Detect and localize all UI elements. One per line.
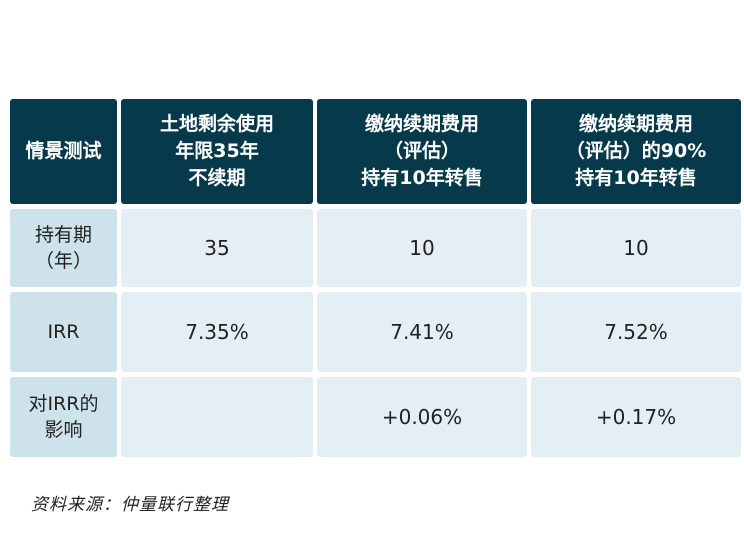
header-renewal-fee-90: 缴纳续期费用 （评估）的90% 持有10年转售	[531, 99, 741, 204]
table-cell: 10	[317, 209, 527, 287]
table-cell: 7.52%	[531, 292, 741, 372]
table-cell: +0.06%	[317, 377, 527, 457]
row-label-irr: IRR	[10, 292, 117, 372]
source-note: 资料来源：仲量联行整理	[31, 495, 229, 515]
header-no-renewal: 土地剩余使用 年限35年 不续期	[121, 99, 313, 204]
table-cell: +0.17%	[531, 377, 741, 457]
table-cell: 7.35%	[121, 292, 313, 372]
header-renewal-fee: 缴纳续期费用 （评估） 持有10年转售	[317, 99, 527, 204]
table-cell	[121, 377, 313, 457]
table-cell: 10	[531, 209, 741, 287]
row-label-holding-period: 持有期 （年）	[10, 209, 117, 287]
scenario-table: 情景测试 土地剩余使用 年限35年 不续期 缴纳续期费用 （评估） 持有10年转…	[10, 99, 741, 457]
row-label-irr-impact: 对IRR的 影响	[10, 377, 117, 457]
table-cell: 7.41%	[317, 292, 527, 372]
header-scenario: 情景测试	[10, 99, 117, 204]
table-cell: 35	[121, 209, 313, 287]
